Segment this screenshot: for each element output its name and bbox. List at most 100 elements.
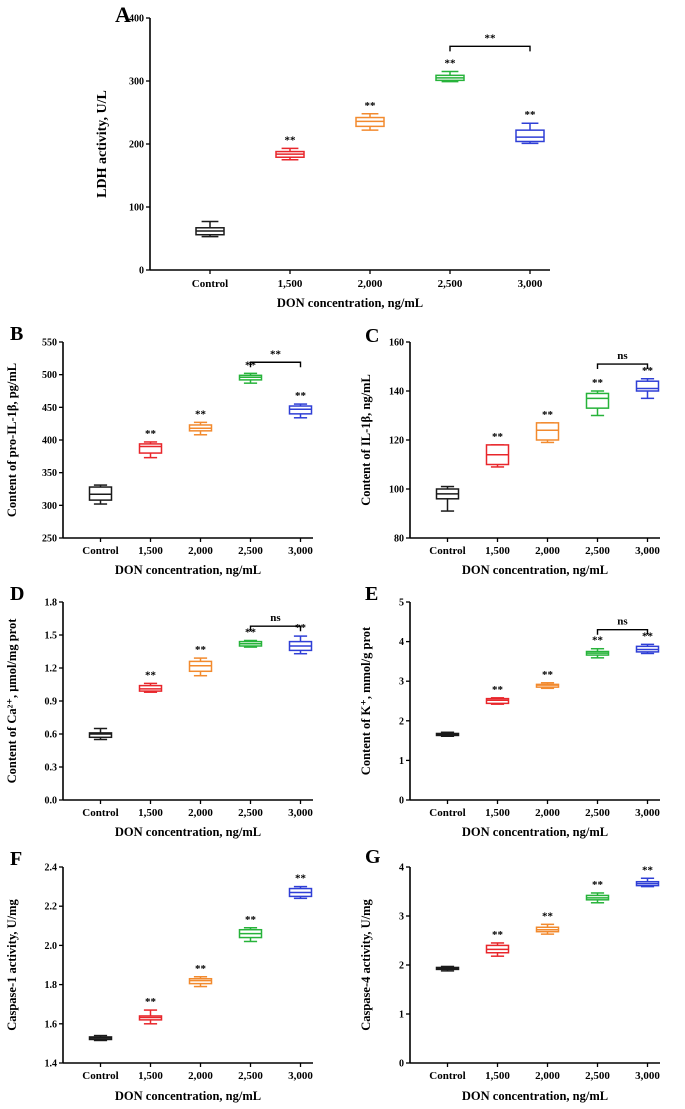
y-axis-label: Content of Ca²⁺, μmol/mg prot [5, 618, 19, 784]
panel-label: D [10, 583, 24, 605]
box-2500 [585, 390, 610, 417]
comparison-label: ** [485, 32, 497, 44]
comparison-label: ** [270, 348, 282, 360]
x-tick-label: Control [82, 545, 118, 557]
y-tick-label: 1 [399, 756, 404, 767]
y-tick-label: 1.2 [45, 664, 58, 675]
x-tick-label: 3,000 [635, 807, 660, 819]
y-tick-label: 0.3 [45, 763, 58, 774]
x-tick-label: 1,500 [138, 807, 163, 819]
y-tick-label: 350 [42, 468, 57, 479]
box-2000 [188, 657, 213, 677]
x-tick-label: 2,000 [535, 807, 560, 819]
significance-label: ** [445, 58, 457, 70]
y-tick-label: 1.5 [45, 631, 58, 642]
x-tick-label: 2,500 [585, 807, 610, 819]
y-tick-label: 100 [129, 203, 144, 214]
panel-c: C 80 100 120 140 160 Content of IL-1β, ng/mL Co… [359, 325, 660, 577]
y-tick-label: 160 [389, 338, 404, 349]
box-Control [195, 220, 225, 238]
y-tick-label: 500 [42, 370, 57, 381]
box-2000 [535, 422, 560, 444]
panel-label: A [115, 2, 131, 27]
significance-label: ** [592, 879, 604, 891]
y-tick-label: 300 [42, 501, 57, 512]
y-tick-label: 4 [399, 863, 404, 874]
panel-a: A 0 100 200 300 400 LDH activity, U/L Control 1,… [95, 2, 550, 310]
box-2000 [355, 113, 385, 131]
box-Control [435, 485, 460, 512]
x-tick-label: 2,000 [188, 807, 213, 819]
comparison-bracket [596, 629, 649, 635]
significance-label: ** [642, 365, 654, 377]
x-tick-label: Control [429, 1070, 465, 1082]
x-tick-label: 1,500 [138, 1070, 163, 1082]
x-axis-label: DON concentration, ng/mL [462, 563, 608, 577]
box-iqr [535, 422, 560, 441]
significance-label: ** [542, 409, 554, 421]
y-tick-label: 1.4 [45, 1059, 58, 1070]
y-tick-label: 400 [129, 14, 144, 25]
box-3000 [635, 643, 660, 655]
x-tick-label: 2,000 [188, 1070, 213, 1082]
box-2500 [585, 892, 610, 904]
significance-label: ** [245, 914, 257, 926]
comparison-bracket [449, 45, 531, 52]
box-2500 [585, 647, 610, 659]
box-3000 [515, 122, 545, 145]
significance-label: ** [592, 377, 604, 389]
x-tick-label: 2,000 [535, 545, 560, 557]
x-axis-label: DON concentration, ng/mL [462, 1089, 608, 1103]
panel-b: B 250 300 350 400 450 500 550 Content of pro-IL-… [5, 323, 313, 577]
x-axis-label: DON concentration, ng/mL [462, 825, 608, 839]
x-tick-label: 2,000 [358, 278, 383, 290]
box-1500 [485, 942, 510, 957]
y-tick-label: 2 [399, 961, 404, 972]
x-tick-label: 2,500 [238, 545, 263, 557]
box-iqr [485, 697, 510, 705]
panel-label: B [10, 323, 23, 345]
y-axis-label: Caspase-4 activity, U/mg [359, 898, 373, 1030]
x-tick-label: 1,500 [278, 278, 303, 290]
box-Control [88, 727, 113, 741]
box-iqr [138, 443, 163, 454]
panel-d: D 0.0 0.3 0.6 0.9 1.2 1.5 1.8 Content of Ca²⁺, μ… [5, 583, 313, 839]
y-tick-label: 0 [399, 1059, 404, 1070]
box-iqr [515, 129, 545, 143]
significance-label: ** [195, 408, 207, 420]
box-2500 [238, 927, 263, 943]
panel-f: F 1.4 1.6 1.8 2.0 2.2 2.4 Caspase-1 activity, U… [5, 848, 313, 1103]
x-tick-label: 2,500 [438, 278, 463, 290]
significance-label: ** [145, 428, 157, 440]
box-Control [435, 731, 460, 737]
y-tick-label: 140 [389, 387, 404, 398]
y-tick-label: 2.2 [45, 902, 58, 913]
x-tick-label: Control [429, 807, 465, 819]
box-iqr [635, 380, 660, 392]
box-Control [88, 1034, 113, 1042]
box-iqr [585, 392, 610, 409]
significance-label: ** [145, 996, 157, 1008]
y-axis-label: Content of K⁺, mmol/g prot [359, 626, 373, 775]
y-tick-label: 120 [389, 436, 404, 447]
x-tick-label: Control [429, 545, 465, 557]
y-tick-label: 2 [399, 716, 404, 727]
x-axis-label: DON concentration, ng/mL [115, 1089, 261, 1103]
x-axis-label: DON concentration, ng/mL [115, 563, 261, 577]
x-tick-label: 2,000 [188, 545, 213, 557]
comparison-bracket [249, 625, 302, 632]
x-tick-label: 1,500 [138, 545, 163, 557]
panel-e: E 0 1 2 3 4 5 Content of K⁺, mmol/g prot Control… [359, 583, 660, 839]
box-Control [435, 965, 460, 972]
comparison-label: ns [270, 612, 281, 624]
box-1500 [138, 682, 163, 693]
significance-label: ** [285, 134, 297, 146]
y-tick-label: 1.6 [45, 1019, 58, 1030]
y-axis-label: Caspase-1 activity, U/mg [5, 898, 19, 1030]
y-tick-label: 550 [42, 338, 57, 349]
y-tick-label: 4 [399, 637, 404, 648]
x-tick-label: 1,500 [485, 1070, 510, 1082]
box-Control [88, 484, 113, 505]
box-1500 [485, 697, 510, 705]
box-2500 [238, 639, 263, 648]
